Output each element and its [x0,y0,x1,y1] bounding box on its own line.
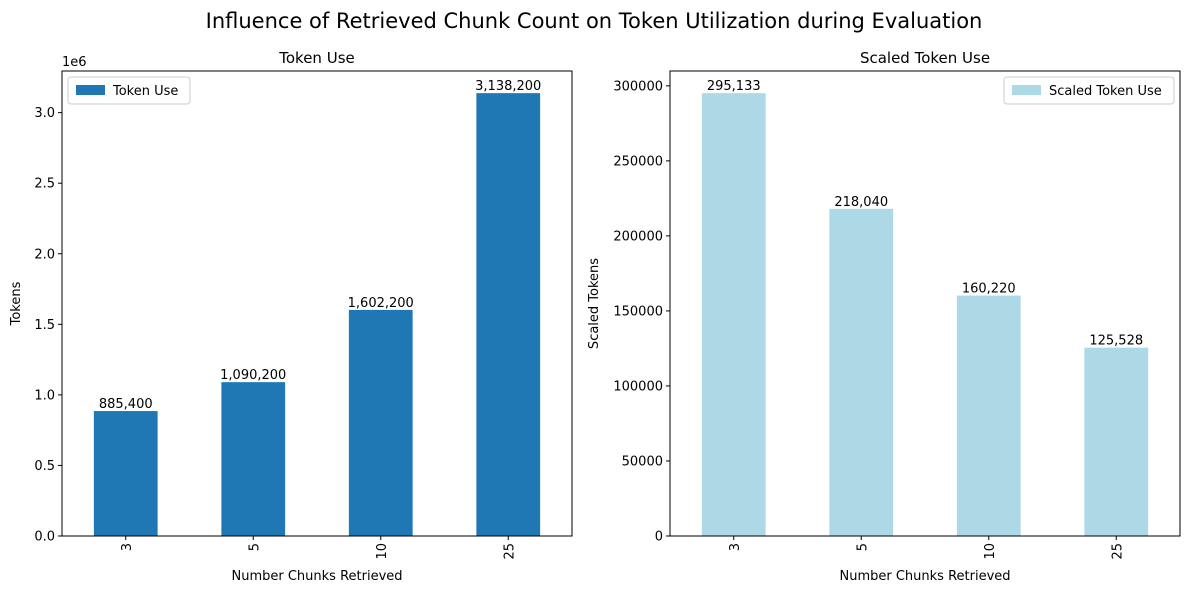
bar-10 [348,309,413,536]
x-tick-label: 3 [728,543,743,551]
panel-title: Scaled Token Use [860,49,990,67]
y-tick-label: 1.5 [34,318,55,333]
x-axis-label: Number Chunks Retrieved [839,569,1010,584]
figure-suptitle: Influence of Retrieved Chunk Count on To… [206,9,983,33]
x-tick-label: 3 [120,543,135,551]
legend-swatch [1012,85,1041,95]
y-axis-label: Tokens [9,281,24,326]
legend-label: Scaled Token Use [1049,84,1162,99]
x-tick-label: 10 [983,543,998,560]
data-label: 885,400 [99,397,153,412]
data-label: 1,602,200 [348,296,414,311]
y-tick-label: 0.5 [34,459,55,474]
y-tick-label: 2.5 [34,177,55,192]
y-tick-label: 0.0 [34,530,55,545]
axes-frame [669,70,1181,537]
data-label: 218,040 [834,195,888,210]
x-tick-label: 25 [1110,543,1125,560]
axis-offset-text: 1e6 [62,55,87,70]
legend-box [67,76,191,105]
x-tick-label: 10 [375,543,390,560]
legend-label: Token Use [112,84,178,99]
bar-25 [476,93,541,537]
x-tick-label: 5 [247,543,262,551]
data-label: 125,528 [1089,334,1143,349]
x-axis-label: Number Chunks Retrieved [231,569,402,584]
bar-3 [701,93,766,536]
y-tick-label: 100000 [613,379,663,394]
x-tick-label: 25 [502,543,517,560]
scaled-token-use-chart: 295,133 218,040 160,220 125,528 0 50000 100000… [587,49,1181,584]
y-tick-label: 300000 [613,79,663,94]
data-label: 1,090,200 [220,368,286,383]
data-label: 3,138,200 [475,79,541,94]
y-tick-label: 0 [655,530,663,545]
bar-3 [93,411,158,536]
axes-frame [61,70,573,537]
x-tick-label: 5 [855,543,870,551]
legend-swatch [76,85,105,95]
token-use-chart: 885,400 1,090,200 1,602,200 3,138,200 0.0 0.5… [9,49,573,584]
y-tick-label: 2.0 [34,247,55,262]
y-tick-label: 1.0 [34,388,55,403]
data-label: 160,220 [962,282,1016,297]
panel-title: Token Use [278,49,354,67]
y-tick-label: 3.0 [34,106,55,121]
bar-25 [1084,347,1149,536]
y-tick-label: 250000 [613,154,663,169]
data-label: 295,133 [707,79,761,94]
bar-5 [221,382,286,536]
legend-box [1003,76,1175,105]
y-tick-label: 50000 [622,454,663,469]
bar-5 [829,208,894,536]
y-axis-label: Scaled Tokens [587,258,602,349]
legend: Token Use [67,76,191,105]
y-tick-label: 150000 [613,304,663,319]
y-tick-label: 200000 [613,229,663,244]
legend: Scaled Token Use [1003,76,1175,105]
bar-10 [956,295,1021,536]
